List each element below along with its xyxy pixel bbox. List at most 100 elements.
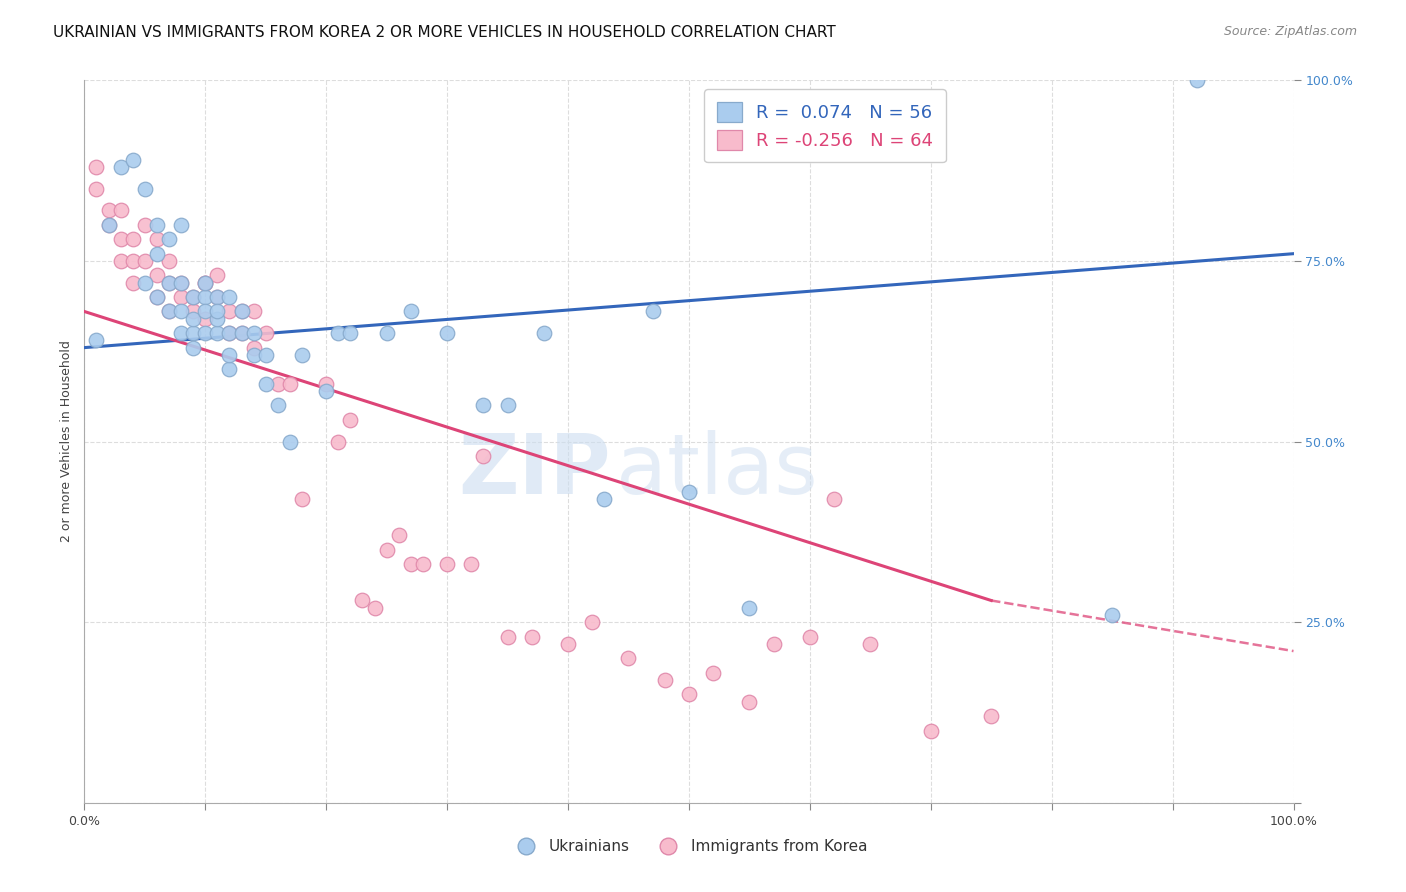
Point [557, 637, 579, 651]
Point [110, 160, 132, 174]
Point [920, 723, 942, 738]
Point [339, 413, 361, 427]
Point [496, 398, 519, 412]
Point [194, 311, 217, 326]
Point [121, 232, 143, 246]
Point [641, 304, 664, 318]
Point [315, 384, 337, 398]
Point [363, 600, 385, 615]
Point [194, 290, 217, 304]
Point [207, 311, 229, 326]
Point [194, 276, 217, 290]
Point [181, 304, 204, 318]
Point [375, 326, 398, 341]
Point [533, 326, 555, 341]
Text: ZIP: ZIP [458, 430, 610, 511]
Point [702, 665, 724, 680]
Point [231, 304, 253, 318]
Point [134, 218, 156, 232]
Point [291, 492, 314, 507]
Point [194, 276, 217, 290]
Point [218, 304, 240, 318]
Point [254, 348, 277, 362]
Point [207, 304, 229, 318]
Point [242, 348, 264, 362]
Point [352, 593, 374, 607]
Point [110, 203, 132, 218]
Point [194, 276, 217, 290]
Point [823, 492, 845, 507]
Point [170, 326, 193, 341]
Point [207, 290, 229, 304]
Point [436, 326, 458, 341]
Point [678, 485, 700, 500]
Point [278, 376, 301, 391]
Point [472, 398, 495, 412]
Point [194, 326, 217, 341]
Point [194, 304, 217, 318]
Point [218, 326, 240, 341]
Point [617, 651, 640, 665]
Point [146, 268, 169, 283]
Point [678, 687, 700, 701]
Y-axis label: 2 or more Vehicles in Household: 2 or more Vehicles in Household [60, 341, 73, 542]
Point [278, 434, 301, 449]
Point [97, 218, 120, 232]
Point [146, 290, 169, 304]
Point [170, 218, 193, 232]
Point [207, 268, 229, 283]
Point [231, 326, 253, 341]
Point [291, 348, 314, 362]
Point [134, 182, 156, 196]
Point [181, 326, 204, 341]
Point [170, 304, 193, 318]
Point [436, 558, 458, 572]
Point [328, 326, 350, 341]
Point [1101, 607, 1123, 622]
Point [157, 253, 180, 268]
Point [593, 492, 616, 507]
Point [97, 203, 120, 218]
Point [218, 348, 240, 362]
Point [980, 709, 1002, 723]
Point [254, 326, 277, 341]
Point [581, 615, 603, 630]
Point [762, 637, 785, 651]
Point [267, 398, 290, 412]
Point [121, 253, 143, 268]
Point [738, 695, 761, 709]
Point [242, 326, 264, 341]
Point [157, 232, 180, 246]
Legend: Ukrainians, Immigrants from Korea: Ukrainians, Immigrants from Korea [505, 833, 873, 860]
Point [328, 434, 350, 449]
Point [399, 558, 422, 572]
Point [472, 449, 495, 463]
Point [157, 276, 180, 290]
Point [242, 341, 264, 355]
Point [254, 376, 277, 391]
Point [520, 630, 543, 644]
Point [388, 528, 411, 542]
Point [738, 600, 761, 615]
Point [231, 326, 253, 341]
Text: UKRAINIAN VS IMMIGRANTS FROM KOREA 2 OR MORE VEHICLES IN HOUSEHOLD CORRELATION C: UKRAINIAN VS IMMIGRANTS FROM KOREA 2 OR … [53, 25, 837, 40]
Point [170, 276, 193, 290]
Point [110, 232, 132, 246]
Point [218, 326, 240, 341]
Point [181, 290, 204, 304]
Point [207, 290, 229, 304]
Point [1185, 73, 1208, 87]
Point [86, 334, 108, 348]
Point [181, 311, 204, 326]
Point [460, 558, 482, 572]
Point [121, 276, 143, 290]
Point [86, 160, 108, 174]
Point [859, 637, 882, 651]
Point [146, 246, 169, 260]
Point [134, 253, 156, 268]
Point [121, 153, 143, 167]
Point [146, 218, 169, 232]
Point [375, 542, 398, 557]
Point [242, 304, 264, 318]
Point [399, 304, 422, 318]
